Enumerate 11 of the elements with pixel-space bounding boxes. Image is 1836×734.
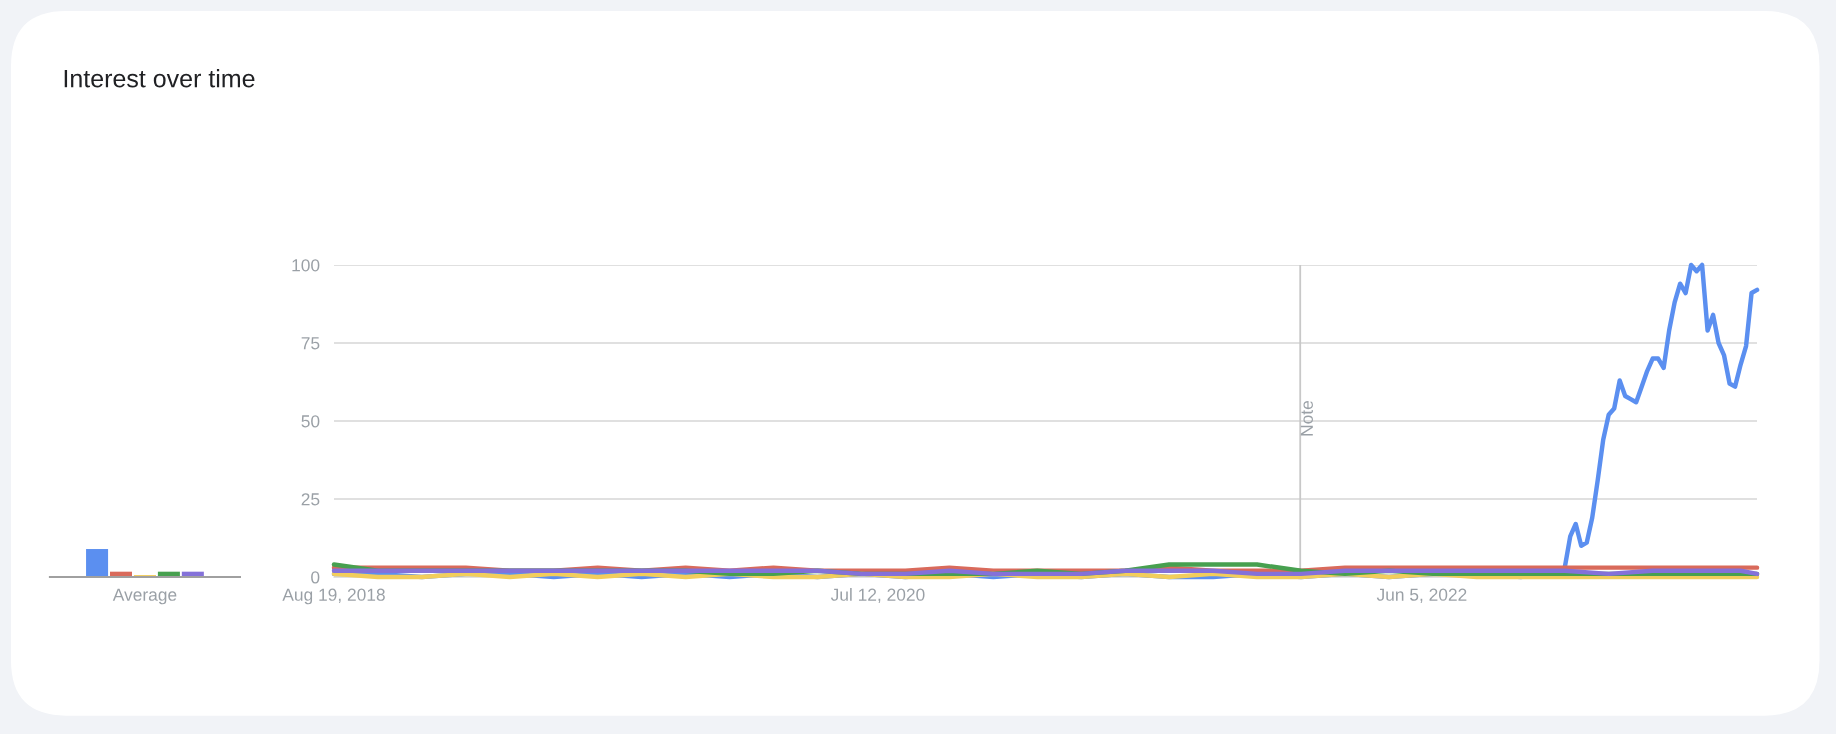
x-tick-label: Jun 5, 2022 — [1376, 588, 1467, 603]
y-tick-label: 25 — [301, 493, 320, 506]
x-tick-label: Aug 19, 2018 — [282, 588, 385, 605]
y-tick-label: 0 — [311, 571, 320, 584]
x-tick-label: Average — [112, 588, 177, 605]
y-tick-label: 100 — [292, 259, 320, 272]
chart-title: Interest over time — [64, 69, 255, 88]
y-tick-label: 75 — [301, 337, 320, 350]
x-tick-label: Jul 12, 2020 — [830, 588, 925, 603]
ref-line-label: Note — [1300, 401, 1313, 436]
y-tick-label: 50 — [301, 415, 320, 428]
